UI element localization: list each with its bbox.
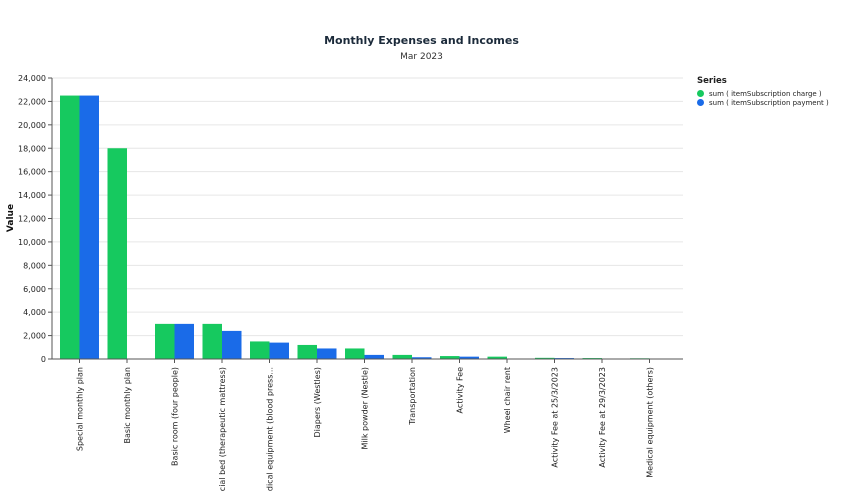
axes — [48, 77, 683, 363]
legend-item-payment[interactable]: sum ( itemSubscription payment ) — [697, 98, 829, 107]
bar-payment[interactable]: Basic room (four people): 3000 — [174, 323, 195, 359]
x-tick-label: Milk powder (Nestle) — [361, 367, 370, 449]
legend-item-charge[interactable]: sum ( itemSubscription charge ) — [697, 89, 829, 98]
y-tick-label: 4,000 — [23, 308, 46, 317]
bar-charge[interactable]: Activity Fee: 250 — [440, 356, 460, 359]
chart-title: Monthly Expenses and Incomes — [324, 34, 519, 47]
bar-charge[interactable]: Basic monthly plan: 18000 — [107, 148, 128, 359]
x-tick-label: Special bed (therapeutic mattress) — [218, 367, 227, 491]
y-tick-label: 6,000 — [23, 285, 46, 294]
x-tick-label: Wheel chair rent — [503, 367, 512, 433]
x-tick-label: Basic monthly plan — [123, 367, 132, 443]
x-tick-label: Activity Fee — [456, 367, 465, 414]
y-tick-label: 22,000 — [18, 97, 46, 106]
bar-payment[interactable]: Diapers (Westles): 900 — [317, 348, 337, 359]
bar-charge[interactable]: Milk powder (Nestle): 900 — [345, 348, 365, 359]
x-tick-label: Medical equipment (others) — [646, 367, 655, 478]
bar-charge[interactable]: Medical equipment (blood press...: 1500 — [250, 341, 270, 359]
bar-charge[interactable]: Special bed (therapeutic mattress): 3000 — [202, 323, 223, 359]
y-tick-labels: 0 2,000 4,000 6,000 8,000 10,000 12,000 14,000 1… — [18, 74, 46, 364]
legend-label-charge: sum ( itemSubscription charge ) — [709, 89, 822, 98]
y-tick-label: 14,000 — [18, 191, 46, 200]
y-tick-label: 10,000 — [18, 238, 46, 247]
x-tick-label: Activity Fee at 29/3/2023 — [598, 367, 607, 468]
y-tick-label: 2,000 — [23, 332, 46, 341]
bar-charge[interactable]: Wheel chair rent: 200 — [487, 356, 508, 359]
y-tick-label: 12,000 — [18, 215, 46, 224]
legend-title: Series — [697, 76, 727, 86]
x-tick-label: Diapers (Westles) — [313, 367, 322, 438]
bar-payment[interactable]: Medical equipment (blood press...: 1400 — [269, 342, 290, 359]
bar-charge[interactable]: Diapers (Westles): 1200 — [297, 344, 318, 359]
bar-payment[interactable]: Activity Fee: 200 — [459, 356, 480, 359]
x-tick-label: Medical equipment (blood press... — [266, 367, 275, 491]
y-tick-label: 18,000 — [18, 144, 46, 153]
legend-label-payment: sum ( itemSubscription payment ) — [709, 98, 829, 107]
bar-payment[interactable]: Special bed (therapeutic mattress): 2400 — [222, 330, 242, 359]
x-tick-label: Transportation — [408, 367, 417, 426]
y-tick-label: 16,000 — [18, 168, 46, 177]
x-tick-labels: Special monthly plan Basic monthly plan Ba… — [76, 367, 655, 491]
bars: Special monthly plan: 22500Special month… — [60, 95, 650, 359]
bar-charge[interactable]: Special monthly plan: 22500 — [60, 95, 80, 359]
y-tick-label: 20,000 — [18, 121, 46, 130]
chart-subtitle: Mar 2023 — [400, 52, 443, 62]
y-tick-label: 0 — [41, 355, 46, 364]
legend-swatch-payment — [697, 99, 704, 106]
bar-payment[interactable]: Milk powder (Nestle): 350 — [364, 354, 385, 359]
gridlines — [52, 77, 683, 360]
y-tick-label: 24,000 — [18, 74, 46, 83]
y-tick-label: 8,000 — [23, 261, 46, 270]
x-tick-label: Activity Fee at 25/3/2023 — [551, 367, 560, 468]
y-axis-label: Value — [6, 204, 16, 232]
legend-swatch-charge — [697, 90, 704, 97]
bar-payment[interactable]: Transportation: 150 — [412, 357, 432, 359]
bar-charge[interactable]: Basic room (four people): 3000 — [155, 323, 175, 359]
bar-charge[interactable]: Activity Fee at 25/3/2023: 100 — [535, 357, 555, 359]
x-tick-label: Special monthly plan — [76, 367, 85, 451]
x-tick-label: Basic room (four people) — [171, 367, 180, 466]
bar-payment[interactable]: Special monthly plan: 22500 — [79, 95, 100, 359]
legend: Series sum ( itemSubscription charge ) s… — [697, 76, 829, 107]
bar-charge[interactable]: Transportation: 350 — [392, 354, 413, 359]
